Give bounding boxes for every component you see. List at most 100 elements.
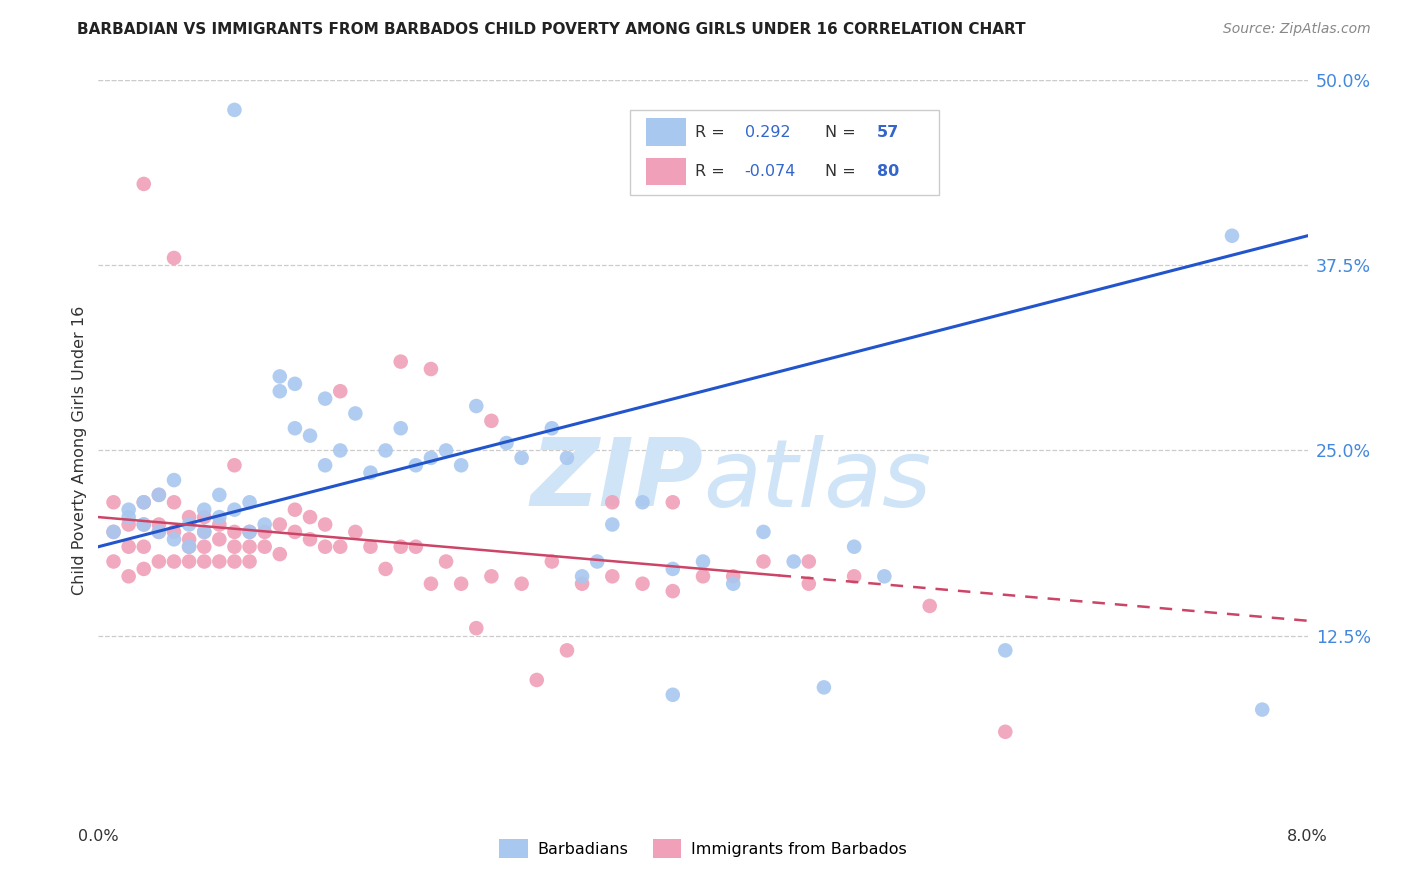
- Point: [132, 177, 155, 191]
- Point: [148, 488, 170, 502]
- Point: [344, 407, 367, 421]
- Point: [132, 517, 155, 532]
- Point: [481, 569, 503, 583]
- Point: [465, 399, 488, 413]
- Point: [224, 555, 246, 569]
- Point: [179, 510, 201, 524]
- Point: [208, 488, 231, 502]
- Point: [344, 524, 367, 539]
- Point: [661, 584, 683, 599]
- Point: [224, 524, 246, 539]
- Point: [239, 555, 262, 569]
- Point: [389, 540, 412, 554]
- Point: [148, 488, 170, 502]
- Point: [434, 555, 457, 569]
- Point: [631, 576, 654, 591]
- Point: [118, 510, 141, 524]
- Point: [299, 510, 322, 524]
- Point: [389, 354, 412, 368]
- Point: [193, 540, 215, 554]
- Point: [918, 599, 941, 613]
- Point: [555, 643, 578, 657]
- Point: [208, 510, 231, 524]
- Point: [481, 414, 503, 428]
- Point: [179, 555, 201, 569]
- Point: [163, 533, 186, 547]
- Point: [374, 443, 396, 458]
- Point: [602, 569, 624, 583]
- Point: [239, 540, 262, 554]
- Point: [193, 524, 215, 539]
- Point: [148, 524, 170, 539]
- Point: [723, 569, 745, 583]
- Point: [193, 524, 215, 539]
- Point: [269, 384, 291, 399]
- Point: [692, 569, 714, 583]
- Point: [193, 555, 215, 569]
- Point: [510, 576, 533, 591]
- Point: [132, 495, 155, 509]
- Point: [420, 362, 443, 376]
- Point: [132, 540, 155, 554]
- Point: [405, 540, 427, 554]
- Point: [389, 421, 412, 435]
- Point: [692, 555, 714, 569]
- Point: [602, 517, 624, 532]
- Point: [797, 576, 820, 591]
- Point: [224, 540, 246, 554]
- Point: [465, 621, 488, 635]
- Point: [314, 458, 336, 473]
- Point: [284, 502, 307, 516]
- Point: [723, 576, 745, 591]
- Point: [314, 392, 336, 406]
- Point: [329, 384, 352, 399]
- Point: [374, 562, 396, 576]
- Point: [132, 517, 155, 532]
- Point: [253, 524, 276, 539]
- Point: [103, 555, 125, 569]
- Point: [163, 473, 186, 487]
- Point: [661, 562, 683, 576]
- Point: [269, 547, 291, 561]
- Point: [495, 436, 517, 450]
- Point: [118, 517, 141, 532]
- Point: [148, 517, 170, 532]
- Point: [284, 421, 307, 435]
- Point: [269, 517, 291, 532]
- Point: [269, 369, 291, 384]
- Point: [179, 540, 201, 554]
- Legend: Barbadians, Immigrants from Barbados: Barbadians, Immigrants from Barbados: [494, 832, 912, 864]
- Point: [299, 428, 322, 442]
- Point: [163, 524, 186, 539]
- Point: [208, 517, 231, 532]
- Point: [253, 517, 276, 532]
- Point: [163, 495, 186, 509]
- Point: [118, 569, 141, 583]
- Point: [602, 495, 624, 509]
- Point: [329, 443, 352, 458]
- Point: [179, 517, 201, 532]
- Point: [555, 450, 578, 465]
- Point: [752, 524, 775, 539]
- Point: [571, 576, 593, 591]
- Point: [314, 517, 336, 532]
- Point: [360, 466, 382, 480]
- Text: BARBADIAN VS IMMIGRANTS FROM BARBADOS CHILD POVERTY AMONG GIRLS UNDER 16 CORRELA: BARBADIAN VS IMMIGRANTS FROM BARBADOS CH…: [77, 22, 1026, 37]
- Point: [450, 458, 472, 473]
- Point: [224, 103, 246, 117]
- Point: [540, 555, 562, 569]
- Point: [239, 524, 262, 539]
- Point: [1220, 228, 1243, 243]
- Point: [450, 576, 472, 591]
- Point: [253, 540, 276, 554]
- Point: [434, 443, 457, 458]
- Point: [783, 555, 806, 569]
- Point: [103, 524, 125, 539]
- Point: [586, 555, 609, 569]
- Point: [844, 540, 866, 554]
- Text: ZIP: ZIP: [530, 434, 703, 526]
- Point: [148, 555, 170, 569]
- Point: [420, 576, 443, 591]
- Point: [873, 569, 896, 583]
- Point: [224, 458, 246, 473]
